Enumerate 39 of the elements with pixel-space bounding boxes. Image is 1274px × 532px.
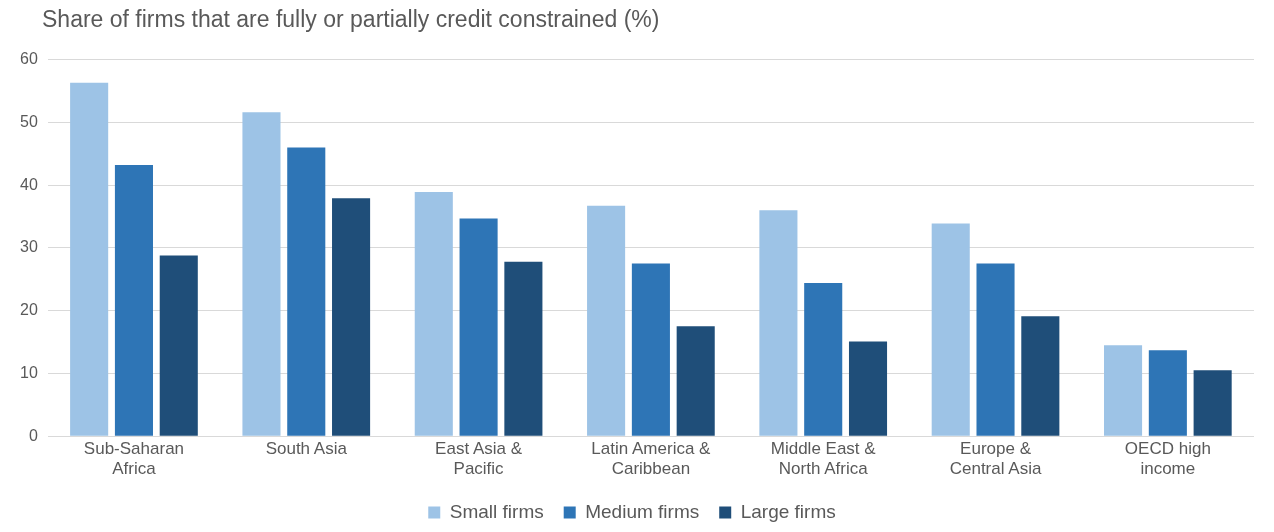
bar [631, 263, 670, 436]
bar [931, 223, 970, 436]
bar [976, 263, 1015, 436]
bar [414, 192, 453, 436]
bar [242, 112, 281, 436]
bar [114, 165, 153, 436]
bar [676, 326, 715, 436]
y-tick-label: 50 [20, 112, 38, 130]
legend-label: Medium firms [585, 500, 700, 522]
bar [804, 283, 843, 436]
x-tick-label: Sub-Saharan Africa [83, 439, 185, 479]
bar [504, 261, 543, 436]
bar [332, 198, 371, 436]
bar [587, 205, 626, 436]
bar [70, 82, 109, 436]
x-tick-label: East Asia & Pacific [435, 439, 523, 479]
bar [1148, 350, 1187, 436]
bar [459, 218, 498, 436]
y-tick-label: 20 [20, 301, 38, 319]
chart-title: Share of firms that are fully or partially credit constrained (%) [42, 6, 660, 33]
y-tick-label: 0 [28, 426, 38, 444]
y-tick-label: 10 [20, 363, 38, 381]
bar [1021, 316, 1060, 436]
bar [287, 147, 326, 436]
x-tick-label: OECD high income [1124, 439, 1211, 479]
x-tick-label: Latin America & Caribbean [591, 439, 712, 479]
y-tick-label: 40 [20, 175, 38, 193]
bar [159, 255, 198, 436]
x-tick-label: Middle East & North Africa [770, 439, 877, 479]
x-tick-label: Europe & Central Asia [949, 439, 1042, 479]
y-tick-label: 60 [20, 50, 38, 68]
bar [1104, 345, 1143, 436]
x-tick-label: South Asia [265, 439, 348, 459]
bar [848, 341, 888, 436]
legend-label: Small firms [449, 500, 544, 522]
y-tick-label: 30 [20, 238, 38, 256]
bar [1193, 370, 1232, 436]
legend-label: Large firms [740, 500, 836, 522]
bar [759, 210, 798, 436]
